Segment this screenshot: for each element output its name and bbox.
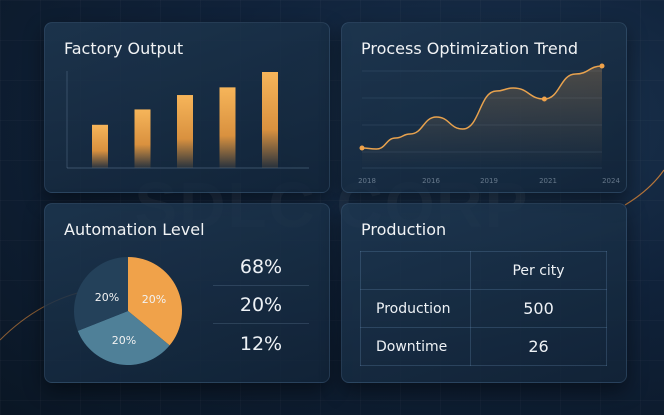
bar bbox=[219, 87, 236, 168]
line-series bbox=[361, 65, 603, 150]
stat-value: 68% bbox=[239, 256, 283, 278]
pie-slice bbox=[77, 311, 170, 365]
process-trend-card: Process Optimization Trend 2018 2016 2019 2… bbox=[341, 22, 627, 193]
x-tick-label: 2019 bbox=[480, 177, 498, 185]
slice-label: 20% bbox=[142, 293, 166, 306]
card-title: Production bbox=[361, 220, 447, 239]
pie-slice bbox=[128, 257, 182, 346]
stat-value: 20% bbox=[239, 294, 283, 316]
pie-slice bbox=[74, 257, 128, 331]
data-point bbox=[359, 145, 365, 151]
bar bbox=[262, 72, 278, 168]
data-point bbox=[599, 63, 605, 69]
bar bbox=[134, 109, 151, 168]
column-header: Per city bbox=[470, 251, 607, 290]
row-value: 500 bbox=[470, 289, 607, 328]
bar-chart bbox=[66, 71, 309, 169]
row-value: 26 bbox=[470, 327, 607, 366]
production-card: Production Per city Production 500 Downti… bbox=[341, 203, 627, 383]
x-tick-label: 2016 bbox=[422, 177, 440, 185]
stat-value: 12% bbox=[239, 333, 283, 355]
x-tick-label: 2024 bbox=[602, 177, 620, 185]
factory-output-card: Factory Output bbox=[44, 22, 330, 193]
card-title: Process Optimization Trend bbox=[361, 39, 579, 58]
data-point bbox=[541, 96, 547, 102]
x-tick-label: 2021 bbox=[539, 177, 557, 185]
pie-chart: 20% 20% 20% bbox=[74, 257, 182, 365]
card-title: Automation Level bbox=[64, 220, 205, 239]
slice-label: 20% bbox=[112, 334, 136, 347]
divider bbox=[213, 323, 309, 324]
table-row: Production 500 bbox=[360, 289, 607, 328]
card-title: Factory Output bbox=[64, 39, 184, 58]
line-area bbox=[362, 66, 602, 168]
divider bbox=[213, 285, 309, 286]
bar bbox=[92, 124, 108, 168]
production-table: Per city Production 500 Downtime 26 bbox=[360, 251, 607, 366]
table-header-row: Per city bbox=[360, 251, 607, 290]
row-label: Production bbox=[360, 289, 471, 328]
table-row: Downtime 26 bbox=[360, 327, 607, 366]
line-chart: 2018 2016 2019 2021 2024 bbox=[358, 63, 620, 185]
x-tick-label: 2018 bbox=[358, 177, 376, 185]
automation-level-card: Automation Level 20% 20% 20% 68% 20% 12% bbox=[44, 203, 330, 383]
row-label: Downtime bbox=[360, 327, 471, 366]
bar bbox=[177, 95, 193, 168]
slice-label: 20% bbox=[95, 291, 119, 304]
